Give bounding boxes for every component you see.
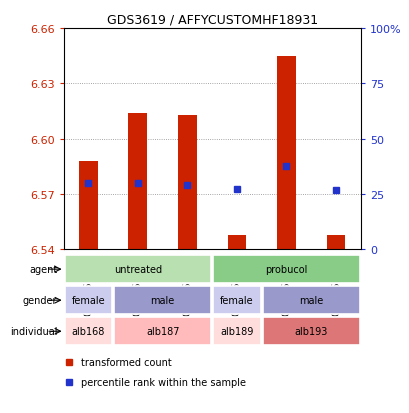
Text: alb193: alb193 [294, 326, 327, 337]
Text: alb189: alb189 [220, 326, 253, 337]
Text: untreated: untreated [114, 264, 162, 275]
Bar [227, 235, 246, 250]
FancyBboxPatch shape [114, 318, 211, 345]
FancyBboxPatch shape [213, 318, 260, 345]
FancyBboxPatch shape [64, 287, 112, 314]
Text: probucol: probucol [265, 264, 307, 275]
Text: alb187: alb187 [146, 326, 179, 337]
FancyBboxPatch shape [262, 318, 359, 345]
Text: transformed count: transformed count [81, 357, 172, 367]
Text: individual: individual [10, 326, 57, 337]
Text: alb168: alb168 [72, 326, 105, 337]
Bar [178, 116, 196, 250]
Text: gender: gender [23, 295, 57, 306]
Text: agent: agent [29, 264, 57, 275]
FancyBboxPatch shape [114, 287, 211, 314]
FancyBboxPatch shape [262, 287, 359, 314]
FancyBboxPatch shape [213, 287, 260, 314]
Bar [326, 235, 345, 250]
FancyBboxPatch shape [213, 256, 359, 283]
Bar [79, 161, 97, 250]
Title: GDS3619 / AFFYCUSTOMHF18931: GDS3619 / AFFYCUSTOMHF18931 [106, 13, 317, 26]
FancyBboxPatch shape [64, 318, 112, 345]
Text: female: female [220, 295, 253, 306]
Text: percentile rank within the sample: percentile rank within the sample [81, 377, 246, 387]
Bar [276, 57, 295, 250]
Bar [128, 114, 147, 250]
Text: male: male [299, 295, 323, 306]
FancyBboxPatch shape [64, 256, 211, 283]
Text: male: male [150, 295, 174, 306]
Text: female: female [71, 295, 105, 306]
